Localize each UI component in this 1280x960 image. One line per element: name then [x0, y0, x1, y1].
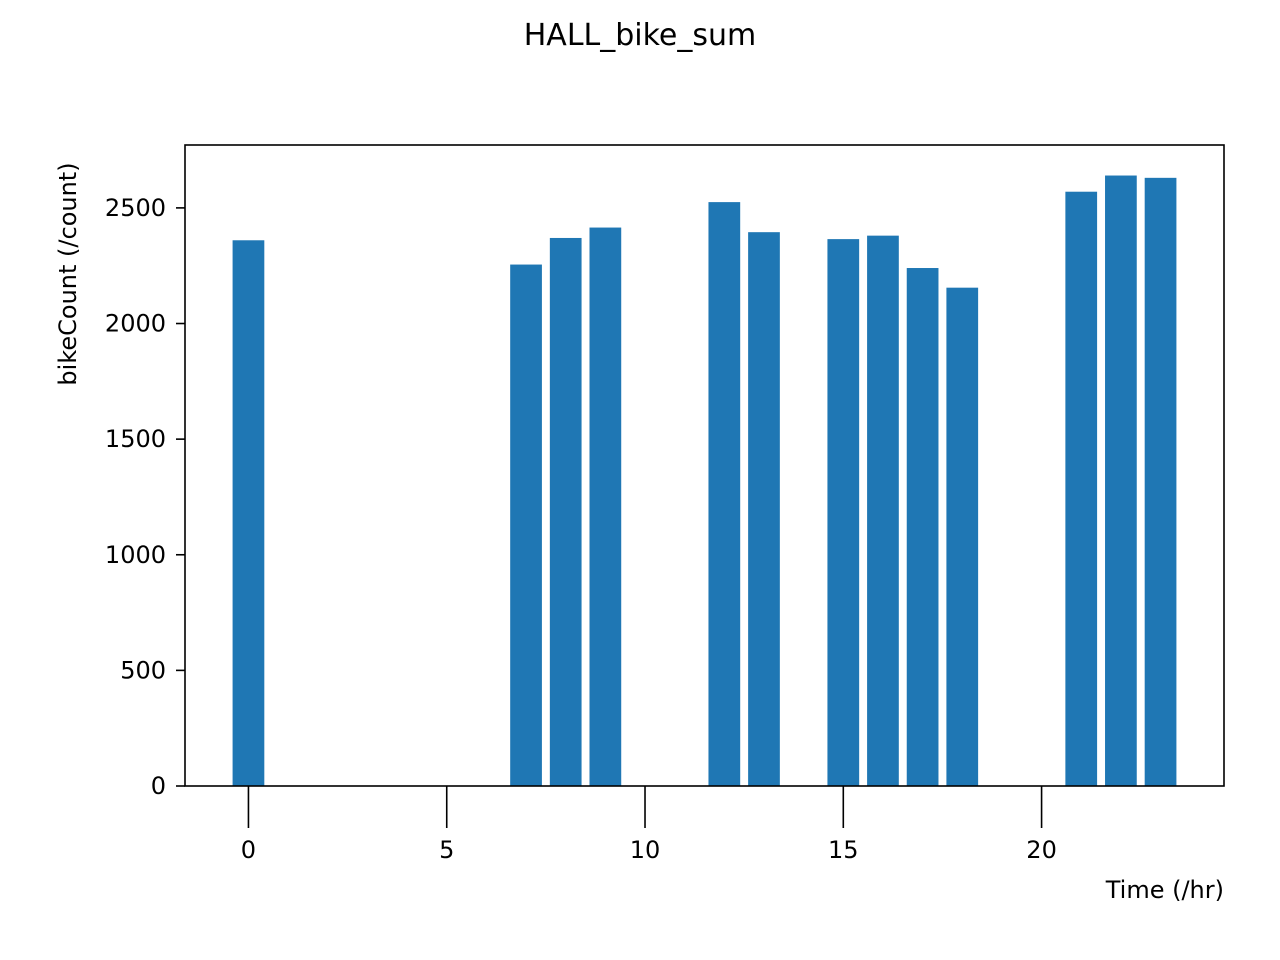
bar-hour-13	[748, 232, 780, 786]
y-tick-label: 1000	[105, 541, 166, 569]
bar-hour-15	[827, 239, 860, 786]
plot-frame	[184, 144, 1225, 787]
bar-hour-8	[549, 237, 582, 787]
x-tick-label: 0	[241, 836, 256, 864]
x-tick-label: 20	[1026, 836, 1057, 864]
y-tick-label: 2000	[105, 310, 166, 338]
y-tick-label: 1500	[105, 425, 166, 453]
y-tick-label: 500	[120, 656, 166, 684]
x-axis-label: Time (/hr)	[1105, 876, 1224, 904]
bar-hour-0	[232, 240, 265, 786]
bar-hour-12	[708, 202, 741, 786]
y-axis-label: bikeCount (/count)	[54, 162, 82, 385]
bar-hour-23	[1144, 177, 1177, 787]
y-tick-label: 2500	[105, 194, 166, 222]
y-tick-label: 0	[151, 772, 166, 800]
y-axis-ticks: 0 500 1000 1500 2000 2500	[105, 194, 185, 800]
x-tick-label: 10	[630, 836, 661, 864]
x-axis-ticks: 0 5 10 15 20	[241, 786, 1057, 864]
bar-hour-16	[867, 235, 899, 786]
bar-hour-7	[510, 264, 542, 786]
x-tick-label: 15	[828, 836, 859, 864]
bar-hour-9	[589, 227, 622, 786]
bar-hour-17	[906, 268, 939, 786]
x-tick-label: 5	[439, 836, 454, 864]
bar-hour-21	[1065, 191, 1098, 786]
bar-hour-18	[946, 287, 979, 786]
chart-title: HALL_bike_sum	[524, 18, 757, 53]
bar-series	[232, 175, 1177, 787]
bar-hour-22	[1105, 175, 1137, 786]
